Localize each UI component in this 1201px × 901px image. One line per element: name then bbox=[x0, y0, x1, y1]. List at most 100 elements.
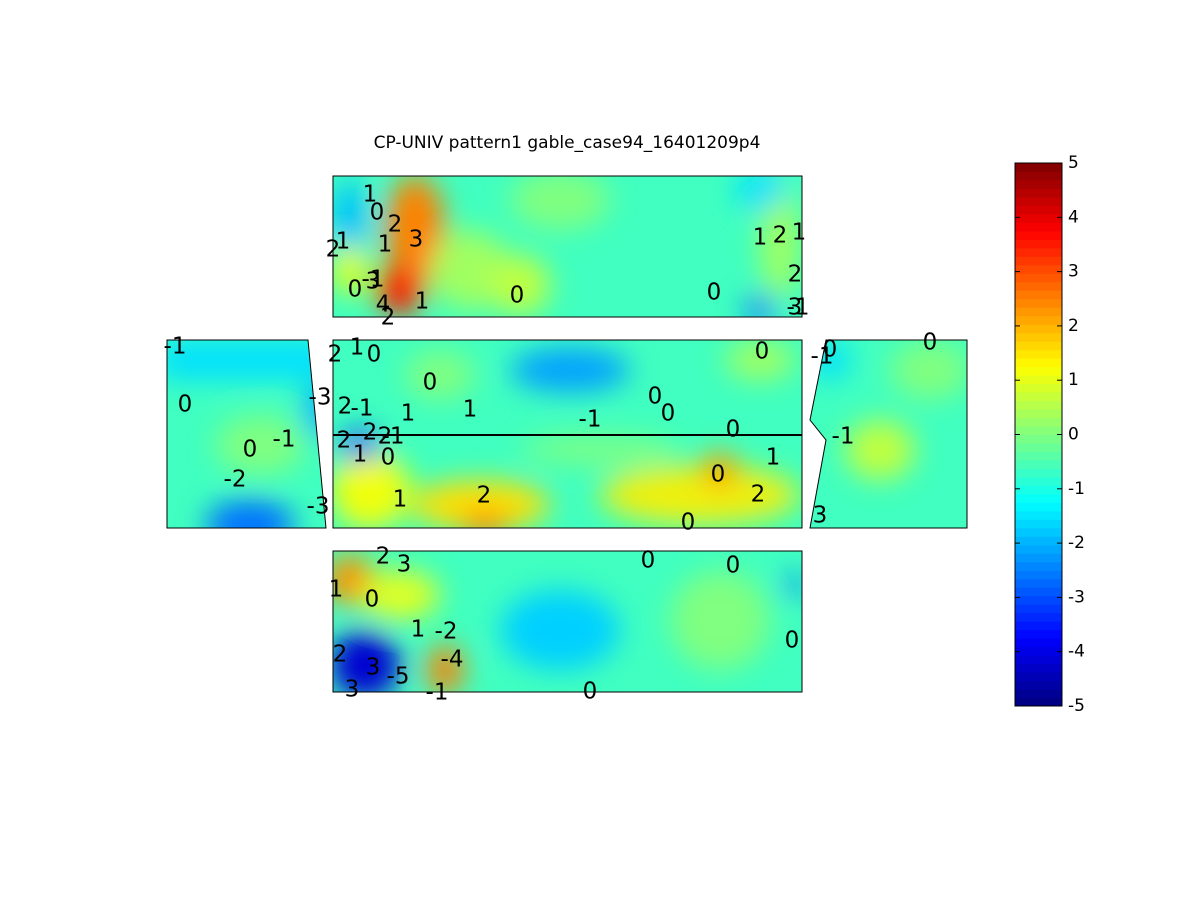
colorbar-tick-label: 0 bbox=[1068, 425, 1079, 445]
contour-label: 2 bbox=[381, 305, 396, 331]
colorbar-step bbox=[1015, 680, 1062, 690]
chart-title: CP-UNIV pattern1 gable_case94_16401209p4 bbox=[374, 133, 761, 153]
contour-label: 0 bbox=[583, 679, 598, 705]
contour-label: 0 bbox=[661, 401, 676, 427]
contour-label: 2 bbox=[326, 237, 341, 263]
colorbar-step bbox=[1015, 553, 1062, 563]
colorbar-step bbox=[1015, 281, 1062, 291]
contour-label: 1 bbox=[411, 617, 426, 643]
contour-label: 0 bbox=[681, 510, 696, 536]
contour-label: -1 bbox=[164, 334, 187, 360]
contour-label: 0 bbox=[648, 384, 663, 410]
contour-label: 2 bbox=[388, 212, 403, 238]
contour-label: 0 bbox=[641, 548, 656, 574]
colorbar-step bbox=[1015, 459, 1062, 469]
colorbar-step bbox=[1015, 519, 1062, 529]
colorbar-step bbox=[1015, 264, 1062, 274]
colorbar-step bbox=[1015, 400, 1062, 410]
contour-label: 0 bbox=[711, 462, 726, 488]
colorbar-step bbox=[1015, 383, 1062, 393]
colorbar-step bbox=[1015, 349, 1062, 359]
colorbar-step bbox=[1015, 510, 1062, 520]
colorbar-step bbox=[1015, 493, 1062, 503]
contour-label: 3 bbox=[788, 295, 803, 321]
colorbar-step bbox=[1015, 604, 1062, 614]
colorbar-step bbox=[1015, 646, 1062, 656]
colorbar-step bbox=[1015, 502, 1062, 512]
colorbar-step bbox=[1015, 409, 1062, 419]
contour-label: -2 bbox=[224, 467, 247, 493]
contour-label: 0 bbox=[348, 277, 363, 303]
colorbar-step bbox=[1015, 561, 1062, 571]
colorbar-step bbox=[1015, 417, 1062, 427]
contour-label: 1 bbox=[353, 442, 368, 468]
contour-label: 1 bbox=[792, 220, 807, 246]
contour-label: -1 bbox=[811, 344, 834, 370]
contour-label: -3 bbox=[309, 385, 332, 411]
contour-label: -1 bbox=[382, 424, 405, 450]
contour-label: 0 bbox=[367, 342, 382, 368]
colorbar-step bbox=[1015, 697, 1062, 707]
colorbar-step bbox=[1015, 290, 1062, 300]
contour-label: -5 bbox=[387, 664, 410, 690]
colorbar-step bbox=[1015, 358, 1062, 368]
contour-label: 3 bbox=[366, 269, 381, 295]
colorbar-step bbox=[1015, 485, 1062, 495]
panel-frame bbox=[809, 339, 968, 529]
contour-label: -3 bbox=[307, 494, 330, 520]
contour-label: 2 bbox=[751, 482, 766, 508]
colorbar-tick-label: -1 bbox=[1068, 479, 1085, 499]
colorbar-step bbox=[1015, 188, 1062, 198]
colorbar-step bbox=[1015, 341, 1062, 351]
contour-label: 0 bbox=[755, 339, 770, 365]
colorbar-step bbox=[1015, 230, 1062, 240]
contour-label: 3 bbox=[397, 552, 412, 578]
colorbar-step bbox=[1015, 638, 1062, 648]
contour-label: -4 bbox=[441, 647, 464, 673]
contour-label: 0 bbox=[178, 392, 193, 418]
colorbar-step bbox=[1015, 451, 1062, 461]
colorbar-step bbox=[1015, 434, 1062, 444]
colorbar-step bbox=[1015, 570, 1062, 580]
colorbar-tick-label: -4 bbox=[1068, 642, 1085, 662]
contour-label: 3 bbox=[345, 677, 360, 703]
contour-label: -1 bbox=[579, 407, 602, 433]
colorbar-step bbox=[1015, 663, 1062, 673]
contour-label: 1 bbox=[401, 401, 416, 427]
colorbar-step bbox=[1015, 468, 1062, 478]
colorbar-step bbox=[1015, 332, 1062, 342]
contour-label: -1 bbox=[426, 680, 449, 706]
colorbar-step bbox=[1015, 612, 1062, 622]
contour-label: 2 bbox=[477, 483, 492, 509]
contour-label: -1 bbox=[351, 396, 374, 422]
contour-label: 1 bbox=[753, 225, 768, 251]
contour-label: 0 bbox=[923, 330, 938, 356]
contour-label: 0 bbox=[707, 280, 722, 306]
contour-label: 0 bbox=[243, 437, 258, 463]
contour-label: 2 bbox=[773, 223, 788, 249]
contour-label: 1 bbox=[463, 397, 478, 423]
contour-label: 0 bbox=[510, 283, 525, 309]
colorbar-tick-label: 5 bbox=[1068, 153, 1079, 173]
colorbar-step bbox=[1015, 179, 1062, 189]
colorbar-step bbox=[1015, 315, 1062, 325]
contour-label: 2 bbox=[363, 420, 378, 446]
panel-frame bbox=[166, 339, 327, 529]
colorbar-step bbox=[1015, 527, 1062, 537]
panel-right bbox=[810, 340, 967, 528]
colorbar-step bbox=[1015, 426, 1062, 435]
colorbar-step bbox=[1015, 324, 1062, 334]
colorbar-step bbox=[1015, 205, 1062, 215]
colorbar-step bbox=[1015, 689, 1062, 699]
colorbar-step bbox=[1015, 163, 1062, 172]
colorbar-step bbox=[1015, 247, 1062, 257]
contour-label: 0 bbox=[370, 200, 385, 226]
colorbar-step bbox=[1015, 442, 1062, 452]
contour-label: 0 bbox=[381, 445, 396, 471]
colorbar-tick-label: -2 bbox=[1068, 533, 1085, 553]
contour-label: 0 bbox=[823, 337, 838, 363]
contour-label: 2 bbox=[338, 394, 353, 420]
colorbar-step bbox=[1015, 298, 1062, 308]
